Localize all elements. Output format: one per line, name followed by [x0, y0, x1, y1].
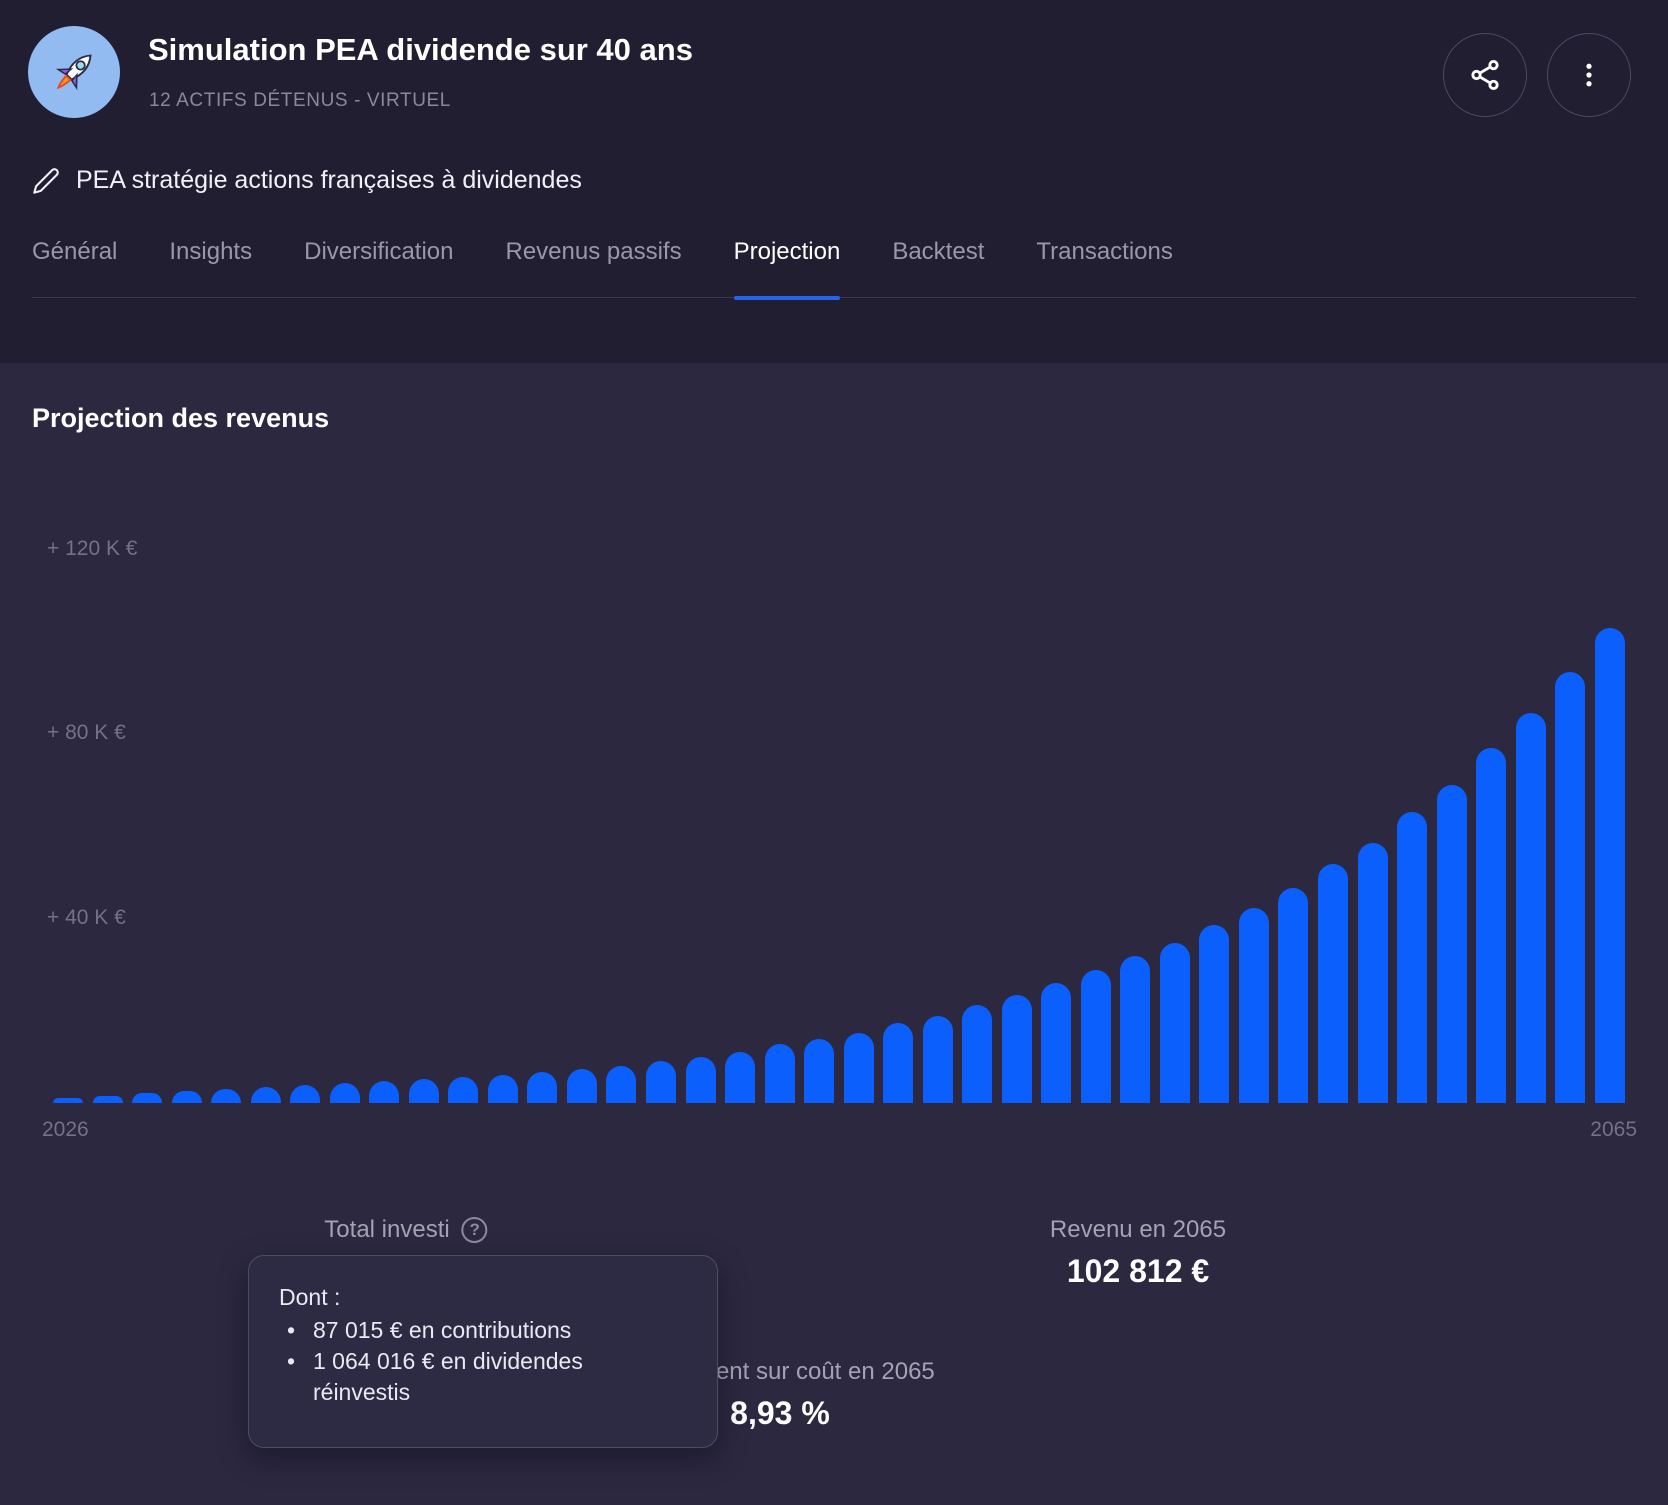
bar-2030[interactable] [211, 1088, 242, 1103]
bar-2036[interactable] [448, 1076, 479, 1103]
bar-2045[interactable] [804, 1039, 835, 1103]
bar-2050[interactable] [1001, 995, 1032, 1103]
bar-2032[interactable] [290, 1084, 321, 1103]
bar-2027[interactable] [92, 1096, 123, 1103]
tab-projection[interactable]: Projection [733, 238, 840, 300]
bar-2042[interactable] [685, 1057, 716, 1103]
bar-2044[interactable] [764, 1044, 795, 1103]
share-button[interactable] [1443, 33, 1527, 117]
tab-bar: Général Insights Diversification Revenus… [32, 238, 1636, 300]
rocket-icon [46, 44, 102, 100]
bar-2029[interactable] [171, 1090, 202, 1103]
tab-general[interactable]: Général [32, 238, 117, 299]
description-row: PEA stratégie actions françaises à divid… [32, 166, 582, 195]
bar-2041[interactable] [645, 1061, 676, 1103]
bar-2063[interactable] [1515, 713, 1546, 1103]
stat-total-investi-label: Total investi [324, 1216, 450, 1243]
bar-2031[interactable] [250, 1086, 281, 1103]
more-options-button[interactable] [1547, 33, 1631, 117]
stat-total-investi: Total investi ? [324, 1216, 488, 1244]
x-axis: 2026 2065 [42, 1118, 1637, 1142]
page-title: Simulation PEA dividende sur 40 ans [148, 32, 693, 67]
tooltip-item-dividendes: 1 064 016 € en dividendes réinvestis [279, 1346, 651, 1408]
tooltip-list: 87 015 € en contributions 1 064 016 € en… [279, 1315, 689, 1408]
bar-2052[interactable] [1080, 970, 1111, 1103]
stat-rendement-value: 8,93 % [730, 1395, 830, 1431]
x-axis-label-last: 2065 [1590, 1118, 1637, 1141]
bar-2034[interactable] [369, 1081, 400, 1103]
bar-2062[interactable] [1476, 748, 1507, 1103]
bar-2043[interactable] [725, 1052, 756, 1103]
bar-2056[interactable] [1238, 908, 1269, 1103]
tab-diversification[interactable]: Diversification [304, 238, 453, 299]
total-investi-tooltip: Dont : 87 015 € en contributions 1 064 0… [248, 1255, 718, 1448]
bar-2060[interactable] [1397, 811, 1428, 1103]
bar-2047[interactable] [883, 1023, 914, 1103]
bar-2054[interactable] [1159, 943, 1190, 1103]
share-icon [1468, 58, 1502, 92]
bar-2051[interactable] [1041, 983, 1072, 1103]
y-axis-label-80000: + 80 K € [47, 721, 126, 745]
bar-2037[interactable] [487, 1074, 518, 1103]
revenue-projection-chart: + 40 K € + 80 K € + 120 K € [47, 537, 1625, 1103]
bar-2035[interactable] [408, 1079, 439, 1103]
bar-2053[interactable] [1120, 956, 1151, 1103]
stat-revenu-2065-label: Revenu en 2065 [1049, 1216, 1227, 1243]
chart-title: Projection des revenus [32, 403, 330, 433]
bar-2038[interactable] [527, 1071, 558, 1103]
portfolio-description: PEA stratégie actions françaises à divid… [76, 166, 582, 194]
pencil-icon[interactable] [32, 167, 60, 195]
bar-2059[interactable] [1357, 842, 1388, 1103]
portfolio-subtitle: 12 ACTIFS DÉTENUS - VIRTUEL [149, 90, 451, 111]
x-axis-label-first: 2026 [42, 1118, 89, 1141]
portfolio-avatar[interactable] [28, 26, 120, 118]
tab-revenus-passifs[interactable]: Revenus passifs [506, 238, 682, 299]
tooltip-item-contributions: 87 015 € en contributions [279, 1315, 651, 1346]
bar-2048[interactable] [922, 1016, 953, 1103]
y-axis-label-40000: + 40 K € [47, 906, 126, 930]
bar-2064[interactable] [1555, 672, 1586, 1103]
tab-insights[interactable]: Insights [169, 238, 252, 299]
tooltip-intro: Dont : [279, 1284, 341, 1310]
bar-2061[interactable] [1436, 785, 1467, 1103]
bar-2026[interactable] [53, 1098, 83, 1103]
bar-2049[interactable] [962, 1005, 993, 1103]
bar-2033[interactable] [329, 1082, 360, 1103]
y-axis-label-120000: + 120 K € [47, 536, 138, 560]
bars [53, 548, 1625, 1103]
bar-2057[interactable] [1278, 888, 1309, 1103]
bar-2028[interactable] [132, 1093, 163, 1103]
kebab-menu-icon [1574, 60, 1604, 90]
stat-revenu-2065: Revenu en 2065 102 812 € [1050, 1216, 1226, 1290]
bar-2065[interactable] [1594, 628, 1625, 1103]
bar-2055[interactable] [1199, 925, 1230, 1103]
stat-revenu-2065-value: 102 812 € [1066, 1253, 1210, 1289]
bar-2046[interactable] [843, 1033, 874, 1103]
header: Simulation PEA dividende sur 40 ans 12 A… [0, 0, 1668, 363]
bar-2058[interactable] [1318, 864, 1348, 1103]
bar-2040[interactable] [606, 1066, 637, 1103]
help-icon[interactable]: ? [461, 1217, 488, 1243]
tab-transactions[interactable]: Transactions [1036, 238, 1173, 299]
bar-2039[interactable] [566, 1069, 597, 1103]
tab-backtest[interactable]: Backtest [892, 238, 984, 299]
